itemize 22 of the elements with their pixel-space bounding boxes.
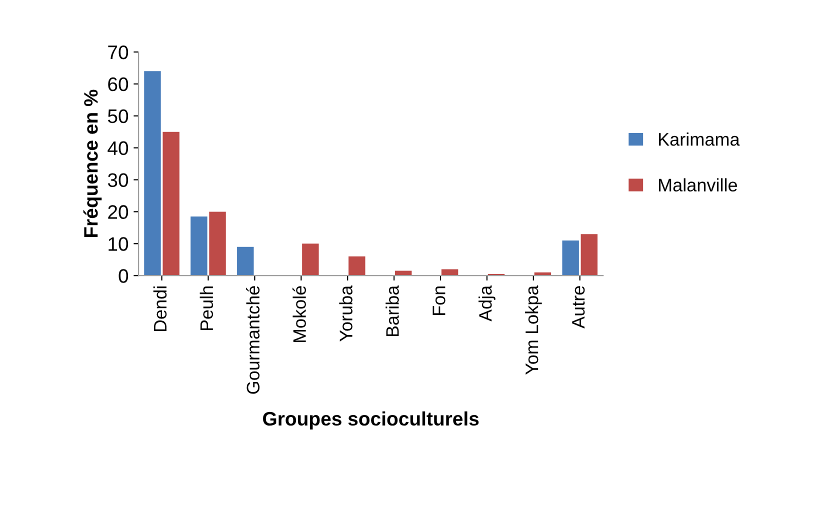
y-tick-label: 0	[118, 269, 128, 283]
x-tick-label: Yom Lokpa	[525, 285, 542, 375]
y-tick-label: 40	[108, 141, 128, 156]
x-axis-title: Groupes socioculturels	[263, 411, 479, 430]
y-tick-label: 20	[108, 205, 128, 219]
x-tick-label: Gourmantché	[246, 286, 260, 394]
x-tick-label: Adja	[478, 285, 496, 322]
x-tick-label: Mokolé	[292, 286, 306, 342]
x-tick-label: Dendi	[153, 286, 167, 332]
x-tick-label: Yoruba	[339, 285, 352, 342]
legend-label: Malanville	[659, 178, 738, 192]
x-tick-label: Bariba	[386, 285, 399, 336]
y-tick-label: 60	[108, 77, 128, 92]
y-tick-label: 70	[108, 45, 128, 60]
x-tick-label: Peulh	[200, 286, 214, 330]
y-tick-label: 10	[108, 237, 128, 251]
x-tick-label: Fon	[432, 286, 446, 315]
y-tick-label: 50	[108, 109, 128, 124]
legend-label: Karimama	[659, 132, 740, 146]
y-axis-title: Fréquence en %	[83, 90, 102, 238]
y-tick-label: 30	[108, 173, 128, 188]
x-tick-label: Autre	[572, 286, 585, 328]
